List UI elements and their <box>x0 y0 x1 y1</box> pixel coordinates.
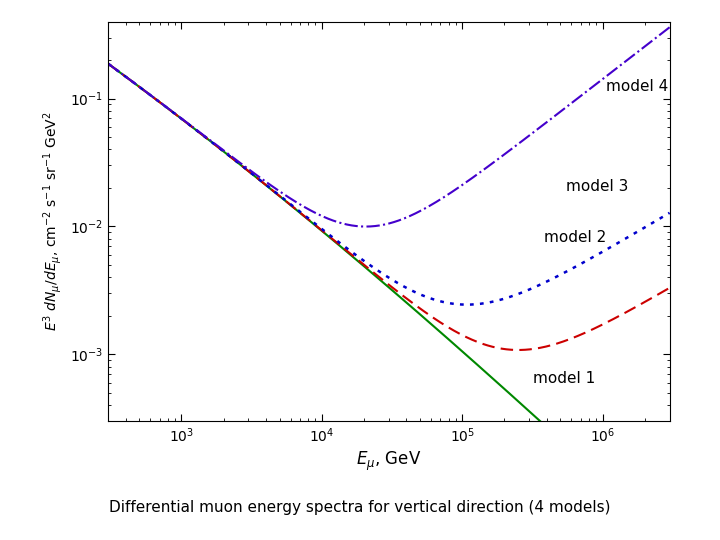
X-axis label: $E_{\mu}$, GeV: $E_{\mu}$, GeV <box>356 450 421 474</box>
Text: model 3: model 3 <box>566 179 629 194</box>
Text: model 2: model 2 <box>544 231 606 246</box>
Text: Differential muon energy spectra for vertical direction (4 models): Differential muon energy spectra for ver… <box>109 500 611 515</box>
Text: model 1: model 1 <box>533 370 595 386</box>
Text: model 4: model 4 <box>606 79 668 94</box>
Y-axis label: $E^3\ dN_{\mu}/dE_{\mu}$, cm$^{-2}$ s$^{-1}$ sr$^{-1}$ GeV$^2$: $E^3\ dN_{\mu}/dE_{\mu}$, cm$^{-2}$ s$^{… <box>41 112 64 331</box>
